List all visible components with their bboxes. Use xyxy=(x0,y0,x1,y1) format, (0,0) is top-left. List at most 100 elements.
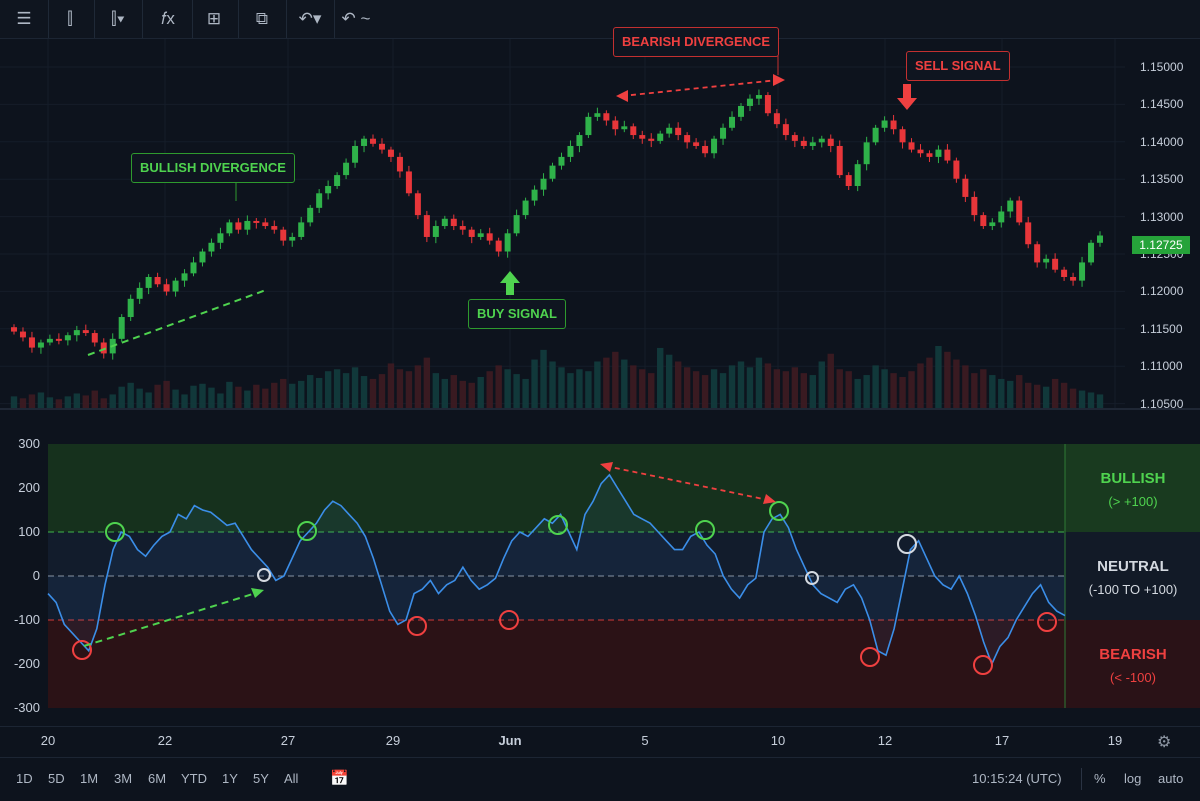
layout-icon[interactable]: ⊞ xyxy=(206,9,222,28)
range-button-1d[interactable]: 1D xyxy=(16,771,33,786)
bullish-trendline xyxy=(87,289,267,356)
cci-area xyxy=(48,474,1065,664)
candle-body xyxy=(361,138,368,146)
chart-type-icon[interactable]: ⫿▾ xyxy=(111,9,125,28)
date-tick-label: 19 xyxy=(1107,733,1123,748)
bullish-zone-legend-bg xyxy=(1065,444,1200,532)
volume-bar xyxy=(351,367,359,408)
candle-body xyxy=(450,218,457,227)
volume-bar xyxy=(280,378,287,408)
cci-indicator-pane[interactable] xyxy=(0,410,1200,726)
volume-bar xyxy=(908,371,915,408)
volume-bar xyxy=(414,365,422,408)
candle-body xyxy=(791,135,798,141)
range-button-1y[interactable]: 1Y xyxy=(222,771,238,786)
volume-bar xyxy=(594,361,601,408)
volume-bar xyxy=(917,363,924,408)
volume-bar xyxy=(719,373,727,408)
candle-body xyxy=(253,220,260,223)
volume-bar xyxy=(657,347,664,408)
candle-body xyxy=(746,98,753,106)
price-chart[interactable] xyxy=(0,39,1200,408)
candle-body xyxy=(82,330,89,334)
toolbar-separator xyxy=(334,0,335,38)
volume-bar xyxy=(253,384,260,408)
volume-bar xyxy=(306,375,314,408)
volume-bar xyxy=(818,361,825,408)
log-toggle[interactable]: log xyxy=(1124,771,1142,786)
candle-body xyxy=(666,127,673,134)
volume-bar xyxy=(639,369,646,408)
date-range-icon[interactable]: 📅 xyxy=(330,770,349,787)
candle-body xyxy=(729,116,736,128)
volume-bar xyxy=(854,378,861,408)
range-button-3m[interactable]: 3M xyxy=(114,771,133,786)
candle-body xyxy=(737,105,744,117)
candle-body xyxy=(73,330,80,336)
candle-body xyxy=(854,164,861,187)
range-button-5d[interactable]: 5D xyxy=(48,771,65,786)
candle-body xyxy=(468,229,475,237)
volume-bar xyxy=(387,363,395,408)
volume-bar xyxy=(549,361,556,408)
volume-bar xyxy=(881,369,888,408)
indicators-icon[interactable]: 𝑓x xyxy=(161,9,175,28)
clock-time[interactable]: 10:15:24 (UTC) xyxy=(972,771,1062,786)
signal-circle xyxy=(973,655,993,675)
zone-bullish-sub: (> +100) xyxy=(1108,494,1158,509)
candle-body xyxy=(316,193,323,208)
candle-body xyxy=(118,317,125,339)
cci-tick-label: -200 xyxy=(13,656,40,671)
menu-icon[interactable]: ☰ xyxy=(16,9,32,28)
redo-icon[interactable]: ↶ ~ xyxy=(341,9,371,28)
volume-bar xyxy=(468,382,475,408)
volume-bar xyxy=(558,367,565,408)
volume-bar xyxy=(208,387,215,408)
price-tick-label: 1.14000 xyxy=(1140,134,1184,149)
pane-divider[interactable] xyxy=(0,408,1200,410)
price-tick-label: 1.12000 xyxy=(1140,284,1184,299)
volume-bar xyxy=(737,361,745,408)
auto-toggle[interactable]: auto xyxy=(1158,771,1184,786)
candle-body xyxy=(378,143,385,150)
range-button-6m[interactable]: 6M xyxy=(148,771,167,786)
volume-bar xyxy=(1069,388,1077,408)
arrowhead-left xyxy=(616,90,628,102)
templates-icon[interactable]: ⧉ xyxy=(255,9,269,28)
volume-bar xyxy=(1078,390,1086,408)
settings-gear-icon[interactable]: ⚙ xyxy=(1157,734,1172,751)
bullish-divergence-label: BULLISH DIVERGENCE xyxy=(131,153,295,183)
price-tick-label: 1.11500 xyxy=(1140,321,1183,336)
volume-bar xyxy=(82,395,90,408)
toolbar-separator xyxy=(94,0,95,38)
candle-body xyxy=(280,229,287,241)
candle-body xyxy=(1007,200,1014,212)
range-button-all[interactable]: All xyxy=(284,771,299,786)
candle-body xyxy=(28,337,35,348)
volume-bar xyxy=(405,371,413,408)
date-tick-label: 29 xyxy=(385,733,401,748)
volume-bar xyxy=(836,369,843,408)
candle-body xyxy=(405,171,412,194)
candle-body xyxy=(711,138,718,154)
candles-icon[interactable]: ⫿ xyxy=(67,9,73,28)
date-axis[interactable]: ⚙ 20 22 27 29 Jun 5 10 12 17 19 xyxy=(0,726,1200,757)
candle-body xyxy=(827,138,834,146)
volume-bar xyxy=(432,373,440,408)
volume-bar xyxy=(324,371,332,408)
undo-icon[interactable]: ↶▾ xyxy=(298,9,322,28)
range-button-ytd[interactable]: YTD xyxy=(181,771,207,786)
candle-body xyxy=(1070,276,1077,281)
volume-bar xyxy=(495,365,502,408)
signal-circle xyxy=(105,522,125,542)
cci-bearish-arrowhead-left xyxy=(600,462,613,472)
percent-toggle[interactable]: % xyxy=(1094,771,1106,786)
candle-body xyxy=(567,145,574,157)
volume-bar xyxy=(764,363,772,408)
volume-bar xyxy=(621,359,628,408)
signal-circle xyxy=(695,520,715,540)
volume-bar xyxy=(701,375,709,408)
range-button-1m[interactable]: 1M xyxy=(80,771,99,786)
buy-signal-label: BUY SIGNAL xyxy=(468,299,566,329)
range-button-5y[interactable]: 5Y xyxy=(253,771,269,786)
